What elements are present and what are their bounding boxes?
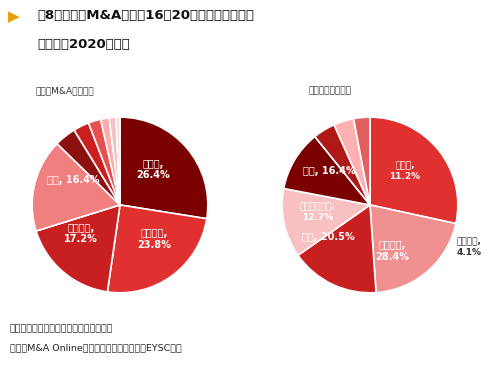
Wedge shape bbox=[298, 205, 376, 293]
Wedge shape bbox=[354, 117, 370, 205]
Text: 建設, 16.4%: 建設, 16.4% bbox=[304, 166, 356, 176]
Wedge shape bbox=[32, 144, 120, 231]
Text: 業種別企業数割合: 業種別企業数割合 bbox=[308, 86, 352, 95]
Wedge shape bbox=[120, 117, 208, 219]
Wedge shape bbox=[36, 205, 120, 292]
Text: （注）「商業」は「卸売」「小売」等。: （注）「商業」は「卸売」「小売」等。 bbox=[10, 324, 114, 333]
Wedge shape bbox=[108, 205, 207, 293]
Text: 製造業,
26.4%: 製造業, 26.4% bbox=[136, 159, 170, 180]
Wedge shape bbox=[57, 130, 120, 205]
Text: ▶: ▶ bbox=[8, 9, 19, 24]
Wedge shape bbox=[88, 119, 120, 205]
Wedge shape bbox=[74, 123, 120, 205]
Text: 不動産・住宅,
12.7%: 不動産・住宅, 12.7% bbox=[300, 203, 336, 222]
Wedge shape bbox=[100, 118, 120, 205]
Wedge shape bbox=[116, 117, 120, 205]
Wedge shape bbox=[284, 137, 370, 205]
Text: 業種別M&A件数割合: 業種別M&A件数割合 bbox=[36, 86, 94, 95]
Text: サービス,
23.8%: サービス, 23.8% bbox=[137, 228, 171, 250]
Text: 製造業,
11.2%: 製造業, 11.2% bbox=[389, 162, 420, 181]
Text: 図8　業種別M&A件数（16〜20年平均）・企業数: 図8 業種別M&A件数（16〜20年平均）・企業数 bbox=[38, 9, 254, 22]
Text: 割合（2020年度）: 割合（2020年度） bbox=[38, 38, 130, 52]
Text: 商業, 20.5%: 商業, 20.5% bbox=[302, 232, 355, 242]
Wedge shape bbox=[334, 119, 370, 205]
Text: 出所：M&A Online、法人企業統計調査よりEYSC作成: 出所：M&A Online、法人企業統計調査よりEYSC作成 bbox=[10, 343, 182, 352]
Wedge shape bbox=[370, 117, 458, 224]
Wedge shape bbox=[282, 188, 370, 255]
Text: 商業, 16.4%: 商業, 16.4% bbox=[47, 175, 100, 185]
Wedge shape bbox=[315, 125, 370, 205]
Text: サービス,
28.4%: サービス, 28.4% bbox=[376, 240, 410, 262]
Text: 情報通信,
17.2%: 情報通信, 17.2% bbox=[64, 223, 98, 244]
Text: 情報通信,
4.1%: 情報通信, 4.1% bbox=[456, 237, 481, 257]
Wedge shape bbox=[109, 117, 120, 205]
Wedge shape bbox=[370, 205, 456, 292]
